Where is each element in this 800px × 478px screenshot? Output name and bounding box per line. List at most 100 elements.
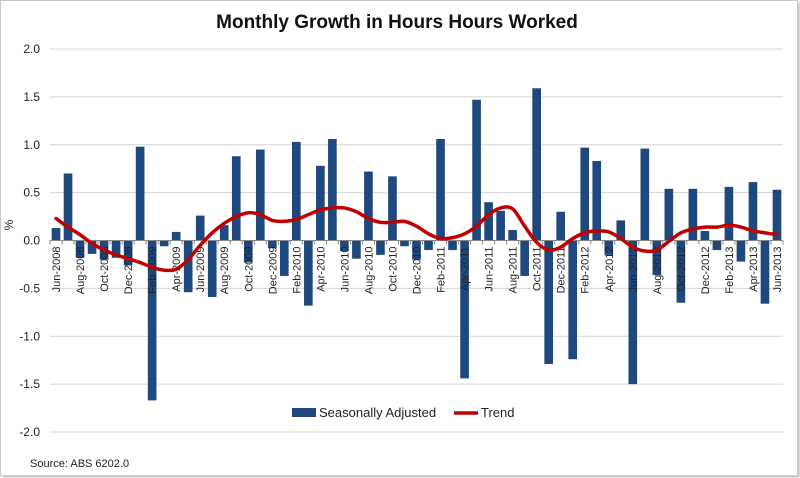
legend-swatch-seasonally-adjusted [292, 408, 316, 417]
bar [243, 240, 253, 263]
bar [736, 240, 746, 262]
x-tick-label: Aug-2008 [75, 247, 87, 295]
x-tick-label: Apr-2011 [460, 246, 472, 290]
bar [652, 240, 662, 275]
bar [508, 229, 517, 241]
bar [568, 240, 578, 360]
bar [748, 182, 758, 241]
bar [532, 88, 541, 241]
bar [304, 240, 313, 306]
y-axis-ticks: 2.0 1.5 1.0 0.5 0.0 -0.5 -1.0 -1.5 -2.0 [19, 42, 40, 439]
legend-label-seasonally-adjusted: Seasonally Adjusted [319, 405, 436, 420]
bar [195, 215, 205, 241]
bar [616, 220, 626, 241]
y-tick-label: -2.0 [19, 425, 40, 439]
x-tick-label: Oct-2011 [532, 247, 544, 291]
x-axis [49, 240, 784, 245]
bar [700, 230, 710, 241]
x-tick-label: Feb-2012 [580, 247, 592, 294]
bar [364, 171, 373, 241]
x-tick-label: Dec-2010 [412, 247, 424, 295]
bar [496, 210, 505, 241]
bar [159, 240, 169, 247]
bar [376, 240, 385, 255]
x-tick-label: Feb-2010 [291, 247, 303, 294]
x-tick-label: Apr-2010 [315, 247, 327, 292]
bar [207, 240, 217, 297]
bar [388, 176, 397, 241]
bar [712, 240, 722, 251]
bar [400, 240, 409, 247]
x-tick-label: Feb-2013 [724, 247, 736, 294]
x-tick-label: Jun-2011 [484, 247, 496, 292]
bar [592, 161, 602, 241]
x-tick-label: Oct-2008 [99, 247, 111, 292]
y-tick-label: -1.5 [19, 377, 40, 391]
x-tick-label: Apr-2013 [748, 247, 760, 292]
y-tick-label: -1.0 [19, 329, 40, 343]
bar [352, 240, 361, 259]
y-axis-label: % [2, 219, 16, 230]
x-tick-label: Jun-2013 [772, 247, 784, 293]
bar [448, 240, 457, 251]
bar [63, 173, 73, 241]
bar-series [51, 88, 782, 401]
x-tick-label: Aug-2012 [652, 247, 664, 295]
bar [580, 147, 590, 241]
x-tick-label: Aug-2009 [219, 247, 231, 295]
bar [51, 228, 61, 241]
x-tick-label: Dec-2011 [556, 247, 568, 294]
bar [219, 225, 229, 241]
bar [760, 240, 770, 304]
bar [484, 202, 493, 241]
x-tick-label: Aug-2011 [508, 247, 520, 294]
x-tick-label: Jun-2009 [195, 247, 207, 293]
y-tick-label: 1.0 [23, 138, 40, 152]
bar [664, 188, 674, 241]
y-tick-label: 2.0 [23, 42, 40, 56]
x-tick-label: Oct-2012 [676, 247, 688, 292]
bar [231, 156, 241, 241]
bar [640, 148, 650, 241]
chart-title: Monthly Growth in Hours Hours Worked [216, 12, 578, 33]
x-tick-label: Dec-2008 [123, 247, 135, 295]
y-tick-label: 0.0 [23, 234, 40, 248]
bar [436, 139, 445, 241]
legend: Seasonally Adjusted Trend [292, 405, 514, 420]
gridlines [50, 48, 783, 433]
bar [688, 188, 698, 241]
x-tick-label: Jun-2008 [51, 247, 63, 293]
bar [676, 240, 686, 303]
bar [87, 240, 97, 254]
x-tick-label: Aug-2010 [363, 247, 375, 295]
bar [340, 240, 349, 252]
x-tick-label: Jun-2010 [339, 247, 351, 293]
bar [111, 240, 121, 258]
bar [292, 141, 301, 241]
bar [171, 231, 181, 241]
bar [628, 240, 638, 385]
bar [724, 186, 734, 241]
x-tick-label: Dec-2009 [267, 247, 279, 295]
bar [267, 240, 277, 249]
bar [604, 240, 614, 255]
bar [328, 139, 337, 241]
bar [520, 240, 529, 276]
y-tick-label: 0.5 [23, 186, 40, 200]
bar [412, 240, 421, 260]
x-tick-label: Jun-2012 [628, 247, 640, 293]
x-tick-label: Dec-2012 [700, 247, 712, 295]
bar [544, 240, 554, 365]
x-tick-label: Feb-2011 [436, 247, 448, 293]
bar [123, 240, 133, 266]
bar [135, 146, 145, 241]
x-tick-label: Oct-2010 [387, 247, 399, 292]
bar [424, 240, 433, 251]
x-tick-label: Oct-2009 [243, 247, 255, 292]
trend-line [54, 205, 779, 273]
bar [772, 189, 782, 241]
bar [556, 211, 566, 241]
bar [316, 165, 325, 241]
y-tick-label: 1.5 [23, 90, 40, 104]
